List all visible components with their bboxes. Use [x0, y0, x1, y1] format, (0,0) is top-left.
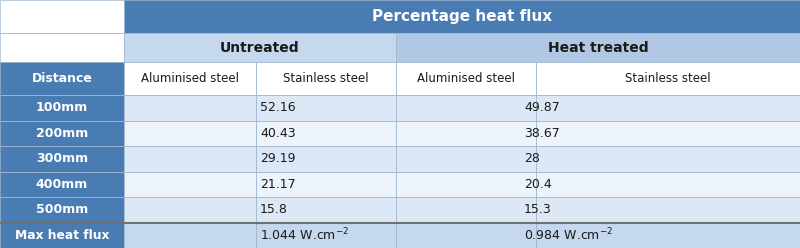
- Bar: [124, 62, 256, 95]
- Bar: [536, 121, 800, 146]
- Bar: [124, 95, 256, 121]
- Text: 15.8: 15.8: [260, 203, 288, 216]
- Bar: [0, 197, 124, 222]
- Bar: [396, 95, 536, 121]
- Text: 200mm: 200mm: [36, 127, 88, 140]
- Bar: [536, 95, 800, 121]
- Text: Aluminised steel: Aluminised steel: [417, 72, 515, 85]
- Bar: [536, 146, 800, 172]
- Bar: [396, 33, 800, 62]
- Text: 29.19: 29.19: [260, 152, 295, 165]
- Text: Heat treated: Heat treated: [548, 41, 648, 55]
- Bar: [536, 172, 800, 197]
- Text: 300mm: 300mm: [36, 152, 88, 165]
- Text: 400mm: 400mm: [36, 178, 88, 191]
- Text: 28: 28: [524, 152, 540, 165]
- Bar: [124, 222, 256, 248]
- Bar: [256, 121, 396, 146]
- Bar: [536, 222, 800, 248]
- Bar: [396, 222, 536, 248]
- Bar: [256, 95, 396, 121]
- Text: Max heat flux: Max heat flux: [15, 229, 109, 242]
- Bar: [0, 95, 124, 121]
- Bar: [124, 33, 396, 62]
- Text: 100mm: 100mm: [36, 101, 88, 114]
- Text: 1.044 W.cm$^{-2}$: 1.044 W.cm$^{-2}$: [260, 227, 350, 244]
- Bar: [396, 121, 536, 146]
- Text: 15.3: 15.3: [524, 203, 552, 216]
- Bar: [256, 172, 396, 197]
- Text: Distance: Distance: [31, 72, 93, 85]
- Bar: [0, 146, 124, 172]
- Text: Stainless steel: Stainless steel: [625, 72, 711, 85]
- Bar: [124, 172, 256, 197]
- Text: 21.17: 21.17: [260, 178, 296, 191]
- Text: 20.4: 20.4: [524, 178, 552, 191]
- Bar: [0, 0, 124, 33]
- Bar: [396, 146, 536, 172]
- Text: 40.43: 40.43: [260, 127, 296, 140]
- Bar: [124, 146, 256, 172]
- Bar: [536, 197, 800, 222]
- Bar: [124, 0, 800, 33]
- Bar: [396, 172, 536, 197]
- Bar: [0, 121, 124, 146]
- Text: 38.67: 38.67: [524, 127, 560, 140]
- Bar: [396, 197, 536, 222]
- Text: 0.984 W.cm$^{-2}$: 0.984 W.cm$^{-2}$: [524, 227, 614, 244]
- Text: 52.16: 52.16: [260, 101, 296, 114]
- Text: Aluminised steel: Aluminised steel: [141, 72, 239, 85]
- Bar: [256, 146, 396, 172]
- Text: Untreated: Untreated: [220, 41, 300, 55]
- Text: 500mm: 500mm: [36, 203, 88, 216]
- Text: Percentage heat flux: Percentage heat flux: [372, 9, 552, 24]
- Text: 49.87: 49.87: [524, 101, 560, 114]
- Bar: [536, 62, 800, 95]
- Bar: [124, 121, 256, 146]
- Bar: [0, 33, 124, 62]
- Bar: [0, 62, 124, 95]
- Text: Stainless steel: Stainless steel: [283, 72, 369, 85]
- Bar: [124, 197, 256, 222]
- Bar: [256, 197, 396, 222]
- Bar: [256, 222, 396, 248]
- Bar: [0, 172, 124, 197]
- Bar: [396, 62, 536, 95]
- Bar: [0, 222, 124, 248]
- Bar: [256, 62, 396, 95]
